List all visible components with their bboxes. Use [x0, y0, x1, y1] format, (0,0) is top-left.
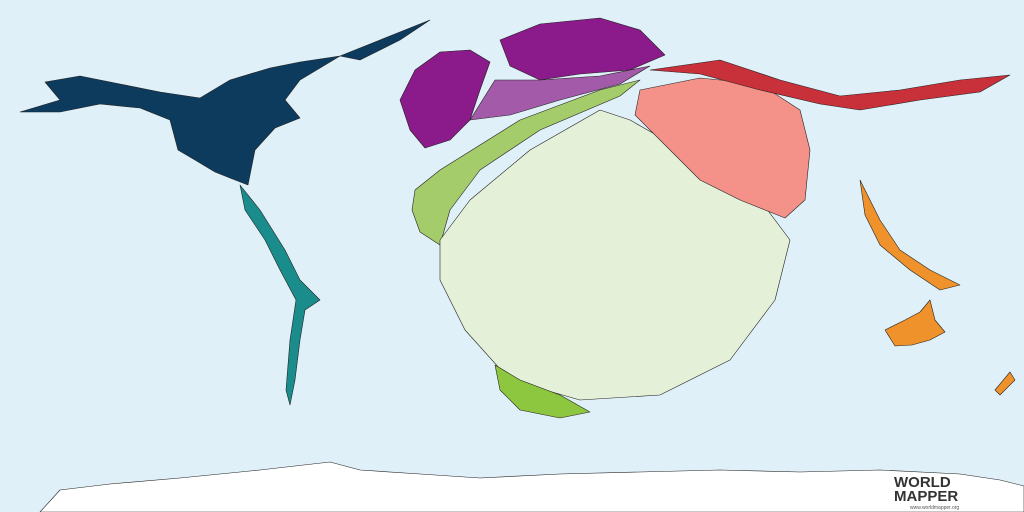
north-america: [19, 55, 341, 186]
north-africa: [411, 79, 641, 246]
europe-north: [499, 17, 666, 81]
southern-africa: [494, 364, 591, 419]
eastern-europe: [469, 65, 651, 121]
antarctica: [39, 461, 1024, 512]
latin-america: [239, 184, 321, 406]
sub-saharan-africa: [439, 109, 791, 401]
logo-url: www.worldmapper.org: [910, 505, 959, 511]
southeast-asia: [859, 179, 961, 291]
australia: [884, 299, 946, 347]
new-zealand: [994, 371, 1016, 396]
europe-west: [399, 49, 491, 149]
east-asia: [649, 59, 1011, 111]
greenland-arc: [339, 19, 431, 61]
logo-line2: MAPPER: [894, 488, 958, 505]
logo-line1: WORLD: [894, 474, 951, 491]
